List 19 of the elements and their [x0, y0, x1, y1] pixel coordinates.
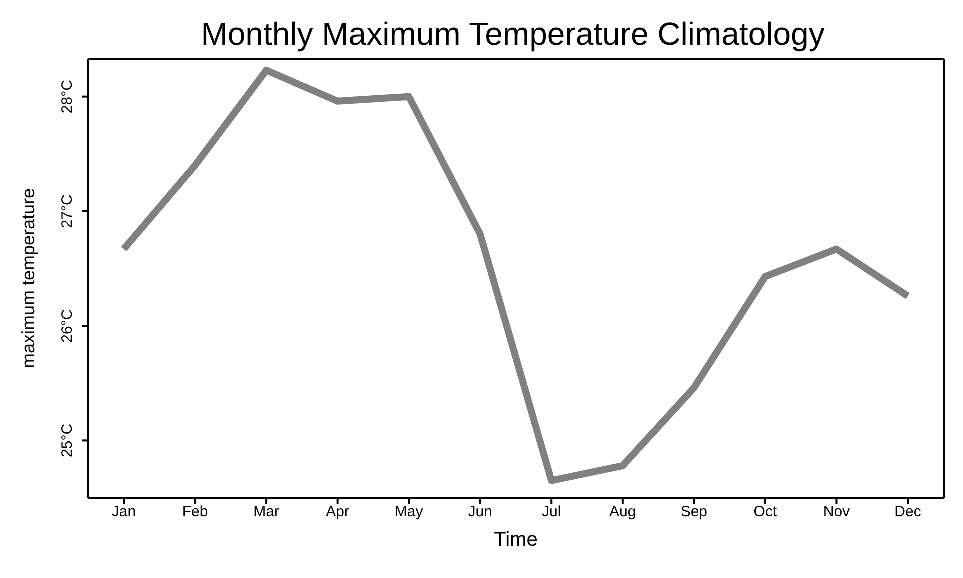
y-tick-label: 25°C [59, 424, 76, 458]
y-tick-label: 28°C [59, 80, 76, 114]
y-axis-title: maximum temperature [18, 188, 38, 369]
x-tick-label: Oct [754, 504, 778, 521]
chart-title: Monthly Maximum Temperature Climatology [200, 16, 826, 53]
x-tick-label: Jun [468, 504, 492, 521]
x-tick-label: Apr [326, 504, 350, 521]
y-tick-label: 26°C [59, 309, 76, 343]
x-tick-label: Feb [182, 504, 208, 521]
x-tick-label: Jul [542, 504, 562, 521]
y-tick-label: 27°C [59, 194, 76, 228]
x-tick-label: Aug [610, 504, 636, 521]
x-tick-label: Nov [823, 504, 851, 521]
x-tick-label: Sep [680, 504, 708, 521]
x-tick-label: May [394, 504, 424, 521]
x-tick-label: Mar [254, 504, 280, 521]
x-tick-label: Dec [894, 504, 922, 521]
x-tick-label: Jan [112, 504, 136, 521]
x-axis-title: Time [494, 529, 538, 551]
